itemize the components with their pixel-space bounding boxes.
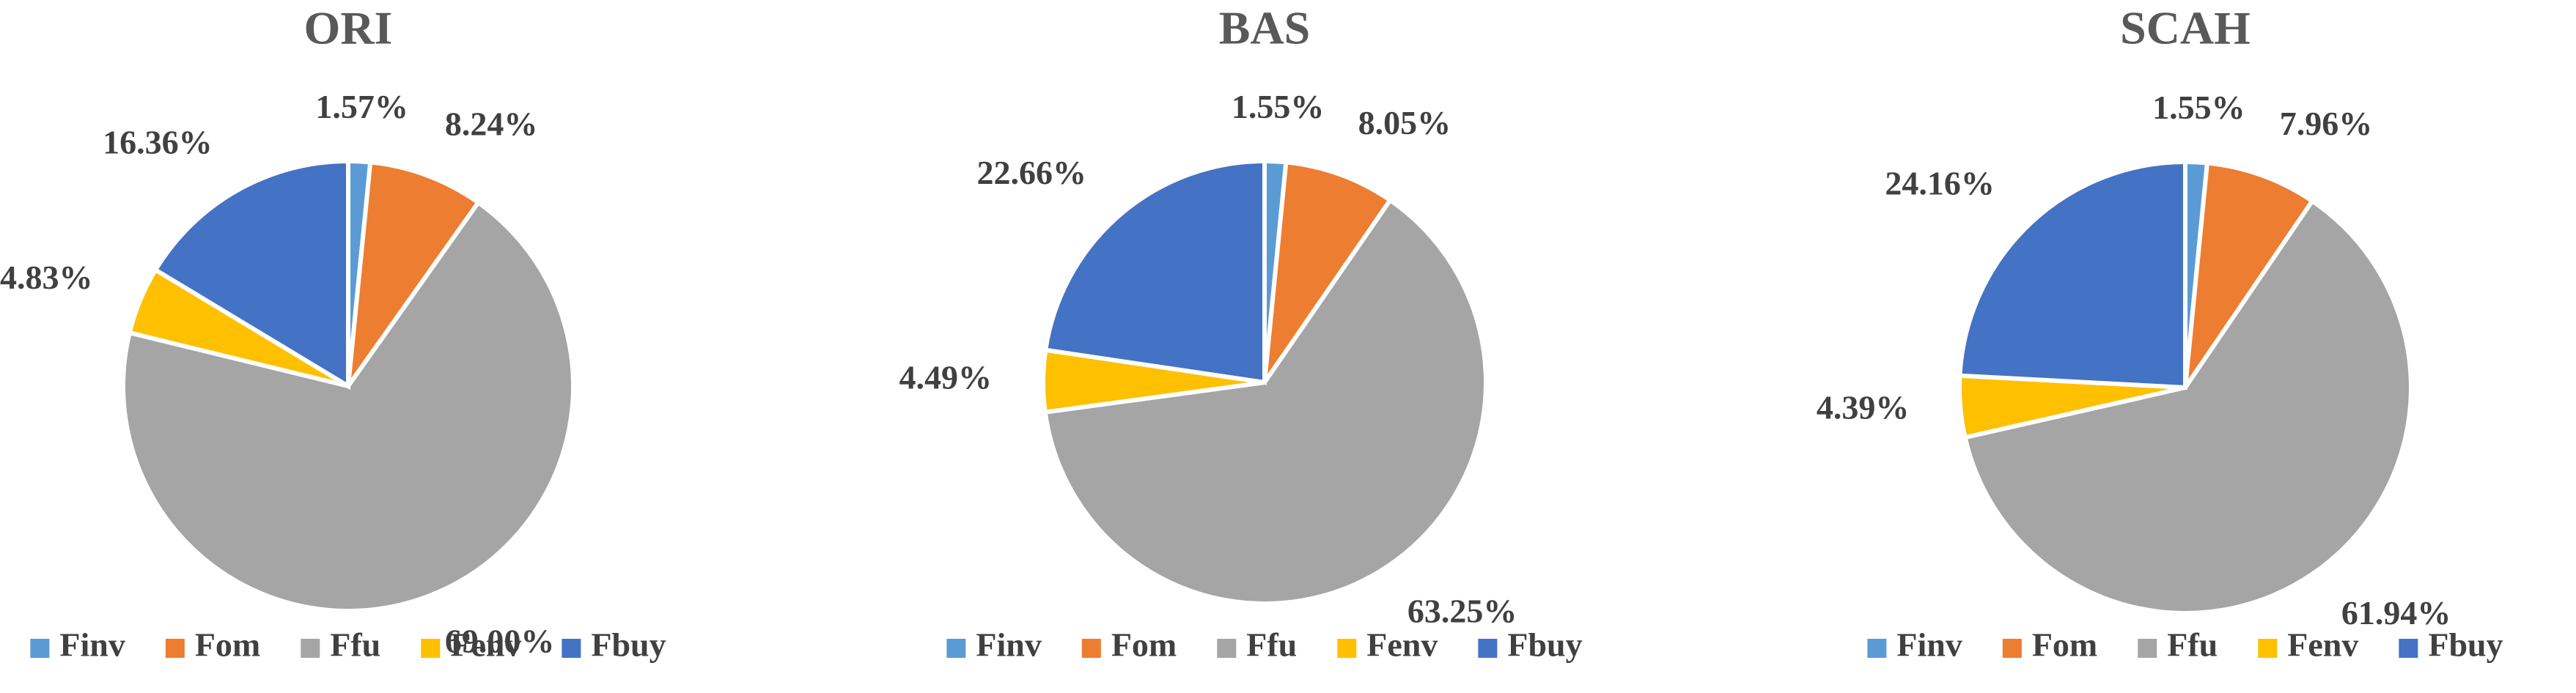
data-label: 63.25% [1407,592,1517,629]
chart-title: BAS [1219,2,1311,54]
legend-label: Ffu [2167,626,2218,664]
legend-swatch [2258,639,2278,658]
pie-slice [2183,160,2316,389]
legend-swatch [2138,639,2157,658]
legend-label: Fbuy [1507,626,1582,664]
data-label: 1.55% [2152,89,2245,126]
legend-swatch [30,639,50,658]
legend-swatch [165,639,185,658]
pie-slice [1962,198,2413,615]
legend-swatch [421,639,441,658]
legend-label: Fenv [1366,626,1438,664]
pie-slice [1042,197,1488,606]
legend-label: Ffu [1246,626,1297,664]
data-label: 4.83% [0,259,92,296]
legend-label: Finv [59,626,125,664]
legend-label: Fbuy [591,626,666,664]
data-label: 4.49% [899,358,993,396]
data-label: 8.24% [445,105,538,142]
legend-swatch [2399,639,2418,658]
pie-slice [152,158,350,390]
legend-label: Fenv [2287,626,2358,664]
data-label: 22.66% [976,154,1086,191]
data-label: 4.39% [1817,389,1910,426]
legend-label: Finv [1896,626,1962,664]
legend-swatch [1217,639,1237,658]
legend: Finv Fom Ffu Fenv Fbuy [946,626,1583,664]
legend-swatch [562,639,581,658]
pie-slice [1957,159,2187,390]
legend-swatch [1081,639,1101,658]
legend: Finv Fom Ffu Fenv Fbuy [1867,626,2503,664]
legend-label: Ffu [330,626,380,664]
data-label: 16.36% [103,123,213,160]
legend: Finv Fom Ffu Fenv Fbuy [30,626,666,664]
data-label: 7.96% [2280,105,2373,142]
pie-chart: BAS 1.55% 8.05% 63.25% 4.49% 22.66% Finv Fom Ffu… [899,2,1583,664]
legend-label: Fenv [450,626,521,664]
pie-slice [121,199,575,613]
data-label: 61.94% [2341,594,2451,631]
legend-label: Fom [2032,626,2097,664]
legend-label: Fom [1111,626,1177,664]
legend-label: Fbuy [2428,626,2503,664]
chart-title: ORI [304,2,393,54]
legend-swatch [1337,639,1357,658]
legend-label: Fom [195,626,260,664]
data-label: 69.00% [445,623,555,660]
pie-chart: ORI 1.57% 8.24% 69.00% 4.83% 16.36% Finv Fom Ffu… [0,2,666,664]
pie-slice [1042,158,1267,385]
data-label: 24.16% [1885,164,1995,201]
data-label: 8.05% [1358,104,1451,141]
data-label: 1.57% [315,88,408,125]
pie-chart: SCAH 1.55% 7.96% 61.94% 4.39% 24.16% Finv Fom Ff… [1817,2,2503,664]
legend-swatch [301,639,320,658]
data-label: 1.55% [1232,88,1325,125]
legend-swatch [1478,639,1498,658]
legend-swatch [1867,639,1887,658]
legend-swatch [946,639,966,658]
pie-slice [345,160,482,394]
legend-swatch [2002,639,2022,658]
legend-label: Finv [976,626,1041,664]
chart-title: SCAH [2120,2,2251,54]
pie-slice [1261,160,1394,391]
